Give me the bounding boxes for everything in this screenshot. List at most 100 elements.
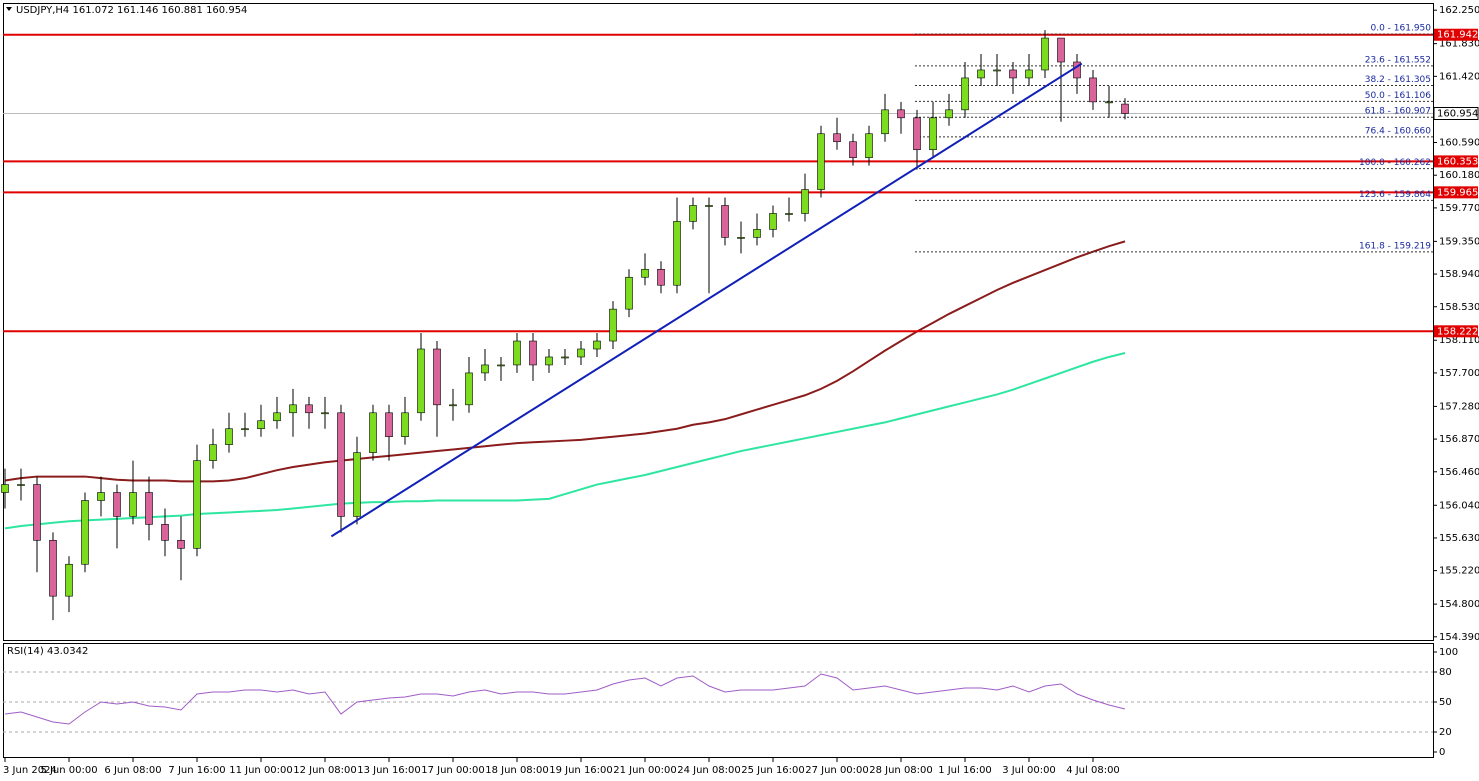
y-tick-label: 20 [1439, 727, 1452, 738]
level-label: 159.965 [1437, 187, 1478, 198]
y-tick-label: 100 [1439, 647, 1458, 658]
fib-label: 0.0 - 161.950 [1371, 24, 1432, 34]
moving-average [4, 352, 1126, 530]
last-price-box [1433, 106, 1479, 120]
x-tick-label: 13 Jun 16:00 [357, 765, 421, 776]
candle-body [209, 444, 217, 461]
y-tick-label: 155.630 [1439, 533, 1479, 544]
candle-body [625, 276, 633, 310]
candle-body [1121, 103, 1129, 114]
fib-label: 50.0 - 161.106 [1365, 91, 1431, 101]
candle-body [1041, 37, 1049, 71]
x-tick-label: 6 Jun 08:00 [104, 765, 161, 776]
candle-body [657, 268, 665, 286]
rsi-frame [3, 643, 1434, 758]
y-tick-label: 158.940 [1439, 269, 1479, 280]
rsi-line [4, 673, 1126, 725]
candle-body [881, 109, 889, 135]
y-tick-label: 156.040 [1439, 500, 1479, 511]
candle-body [449, 404, 457, 407]
candle-body [785, 213, 793, 215]
y-tick-label: 157.700 [1439, 368, 1479, 379]
x-tick-label: 17 Jun 00:00 [421, 765, 485, 776]
candle-body [1089, 77, 1097, 103]
x-tick-label: 3 Jun 2024 [3, 765, 57, 776]
candle-body [337, 412, 345, 517]
x-tick-label: 3 Jul 00:00 [1002, 765, 1056, 776]
level-label-box [1434, 155, 1478, 168]
y-tick-label: 156.460 [1439, 467, 1479, 478]
y-tick-label: 0 [1439, 747, 1445, 758]
menu-arrow [6, 7, 12, 11]
candle-body [417, 348, 425, 414]
candle-body [1025, 69, 1033, 79]
candle-body [1009, 69, 1017, 79]
candle-body [865, 133, 873, 158]
candle-body [689, 205, 697, 222]
candle-body [1, 484, 9, 493]
candle-body [129, 492, 137, 517]
candle-body [33, 484, 41, 541]
fib-label: 38.2 - 161.305 [1365, 75, 1431, 85]
candle-body [145, 492, 153, 525]
candle-body [161, 524, 169, 541]
candle-body [433, 348, 441, 406]
candle-body [401, 412, 409, 438]
candle-body [577, 348, 585, 358]
candle-body [609, 308, 617, 342]
candle-body [241, 428, 249, 431]
candle-body [273, 412, 281, 422]
candle-body [593, 340, 601, 350]
candle-body [929, 117, 937, 150]
candle-body [817, 133, 825, 190]
x-tick-label: 28 Jun 08:00 [869, 765, 933, 776]
x-tick-label: 4 Jul 08:00 [1066, 765, 1120, 776]
candle-body [833, 133, 841, 143]
candle-body [177, 540, 185, 549]
candle-body [977, 69, 985, 79]
y-tick-label: 160.590 [1439, 138, 1479, 149]
candle-body [673, 221, 681, 286]
main-frame [3, 3, 1434, 641]
x-tick-label: 12 Jun 08:00 [293, 765, 357, 776]
y-tick-label: 156.870 [1439, 434, 1479, 445]
level-label: 160.353 [1437, 156, 1478, 167]
candle-body [721, 205, 729, 238]
y-tick-label: 158.110 [1439, 335, 1479, 346]
y-tick-label: 154.800 [1439, 599, 1479, 610]
candle-body [913, 117, 921, 150]
y-tick-label: 162.250 [1439, 5, 1479, 16]
candle-body [641, 268, 649, 278]
fib-label: 23.6 - 161.552 [1365, 55, 1431, 65]
y-tick-label: 159.770 [1439, 203, 1479, 214]
candle-body [369, 412, 377, 453]
last-price-label: 160.954 [1437, 108, 1478, 119]
x-tick-label: 24 Jun 08:00 [677, 765, 741, 776]
candle-body [561, 356, 569, 359]
x-tick-label: 21 Jun 00:00 [613, 765, 677, 776]
level-label-box [1434, 186, 1478, 199]
candle-body [1105, 101, 1113, 104]
candle-body [769, 213, 777, 230]
fib-label: 161.8 - 159.219 [1359, 241, 1431, 251]
candle-body [705, 205, 713, 207]
x-tick-label: 5 Jun 00:00 [40, 765, 97, 776]
candle-body [353, 452, 361, 517]
candle-body [529, 340, 537, 366]
candle-body [993, 69, 1001, 72]
candle-body [65, 563, 73, 597]
candle-body [513, 340, 521, 366]
candle-body [305, 404, 313, 414]
candle-body [481, 364, 489, 374]
level-label-box [1434, 28, 1478, 41]
moving-average [4, 240, 1126, 483]
candle-body [385, 412, 393, 438]
y-tick-label: 50 [1439, 697, 1452, 708]
y-tick-label: 155.220 [1439, 566, 1479, 577]
fib-label: 61.8 - 160.907 [1365, 107, 1431, 117]
candle-body [193, 460, 201, 549]
trendline [330, 62, 1083, 538]
candle-body [321, 412, 329, 415]
candle-body [289, 404, 297, 414]
